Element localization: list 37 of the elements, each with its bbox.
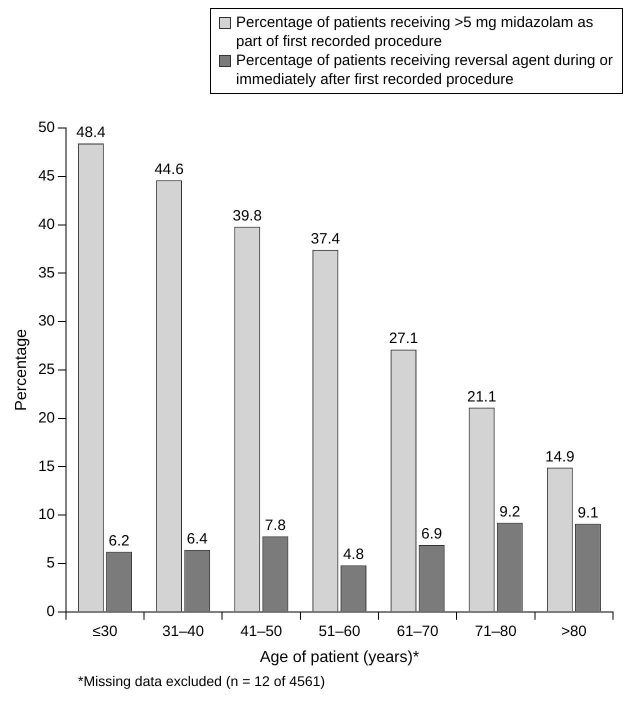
y-tick-label: 10: [38, 506, 55, 524]
data-label: 44.6: [154, 160, 184, 178]
data-label: 14.9: [545, 448, 574, 466]
x-tick-label: >80: [561, 622, 587, 640]
y-tick-label: 30: [38, 312, 55, 330]
legend-label: Percentage of patients receiving reversal agent during or immediately after first recorded procedure: [236, 51, 614, 89]
x-tick-label: ≤30: [92, 622, 118, 640]
x-axis-title: Age of patient (years)*: [260, 648, 420, 666]
y-tick-label: 35: [38, 264, 55, 282]
y-tick-label: 50: [38, 119, 55, 136]
y-tick-label: 25: [38, 361, 55, 378]
data-label: 9.1: [578, 504, 598, 522]
x-tick-label: 41–50: [240, 622, 282, 640]
data-label: 48.4: [76, 124, 106, 142]
data-label: 4.8: [343, 546, 364, 563]
data-label: 6.2: [108, 532, 130, 550]
y-tick-label: 45: [38, 168, 55, 185]
data-label: 6.4: [186, 530, 208, 548]
x-tick-label: 31–40: [162, 622, 204, 640]
data-label: 39.8: [232, 207, 262, 224]
y-tick-label: 40: [38, 216, 55, 233]
y-tick-label: 15: [38, 458, 55, 475]
x-tick-label: 51–60: [318, 622, 360, 640]
data-label: 6.9: [421, 526, 442, 543]
text: *Missing data excluded (n = 12 of 4561): [78, 673, 326, 689]
y-tick-label: 0: [46, 602, 55, 620]
data-label: 7.8: [264, 516, 286, 534]
legend-label: Percentage of patients receiving >5 mg midazolam as part of first recorded procedure: [236, 13, 594, 51]
x-tick-label: 71–80: [474, 622, 517, 640]
x-tick-label: 61–70: [396, 622, 438, 640]
y-tick-label: 5: [46, 554, 55, 572]
data-label: 21.1: [467, 388, 496, 406]
y-tick-label: 20: [38, 409, 55, 426]
data-label: 9.2: [499, 503, 520, 520]
data-label: 27.1: [388, 330, 418, 348]
data-label: 37.4: [310, 230, 340, 248]
y-axis-title: Percentage: [13, 328, 30, 411]
